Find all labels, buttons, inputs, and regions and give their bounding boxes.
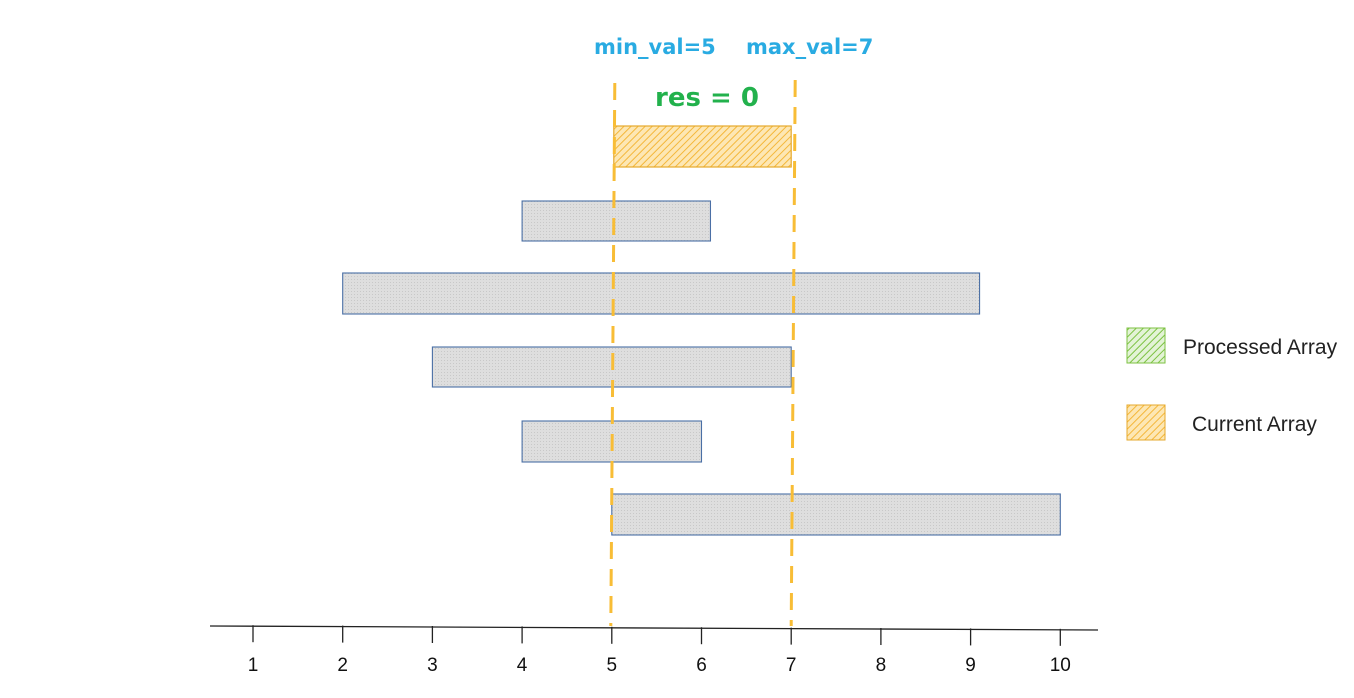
processed-array-swatch [1126, 327, 1166, 364]
tick-label-4: 4 [517, 655, 528, 676]
tick-label-8: 8 [876, 655, 887, 676]
tick-label-7: 7 [786, 655, 797, 676]
current-array-bar [613, 125, 792, 168]
max-val-label: max_val=7 [746, 35, 873, 59]
array-bar-5 [611, 493, 1061, 536]
max-guide-line [789, 79, 797, 627]
x-axis-ticks: 1 2 3 4 5 6 7 8 9 10 [248, 625, 1071, 676]
legend-current-label: Current Array [1192, 413, 1317, 436]
legend: Processed Array Current Array [1126, 327, 1338, 441]
min-val-label: min_val=5 [594, 35, 716, 59]
arrays-group [342, 200, 1061, 536]
array-bar-1 [521, 200, 712, 242]
x-axis-line [209, 625, 1099, 631]
result-label: res = 0 [655, 83, 759, 113]
tick-label-3: 3 [427, 655, 438, 676]
current-array-swatch [1126, 404, 1166, 441]
tick-label-1: 1 [248, 655, 259, 676]
tick-label-2: 2 [337, 655, 348, 676]
legend-processed-label: Processed Array [1183, 336, 1338, 359]
array-bar-2 [342, 272, 981, 315]
min-guide-line [609, 82, 617, 627]
tick-label-9: 9 [965, 655, 976, 676]
tick-label-10: 10 [1050, 655, 1071, 676]
tick-label-6: 6 [696, 655, 707, 676]
tick-label-5: 5 [607, 655, 618, 676]
